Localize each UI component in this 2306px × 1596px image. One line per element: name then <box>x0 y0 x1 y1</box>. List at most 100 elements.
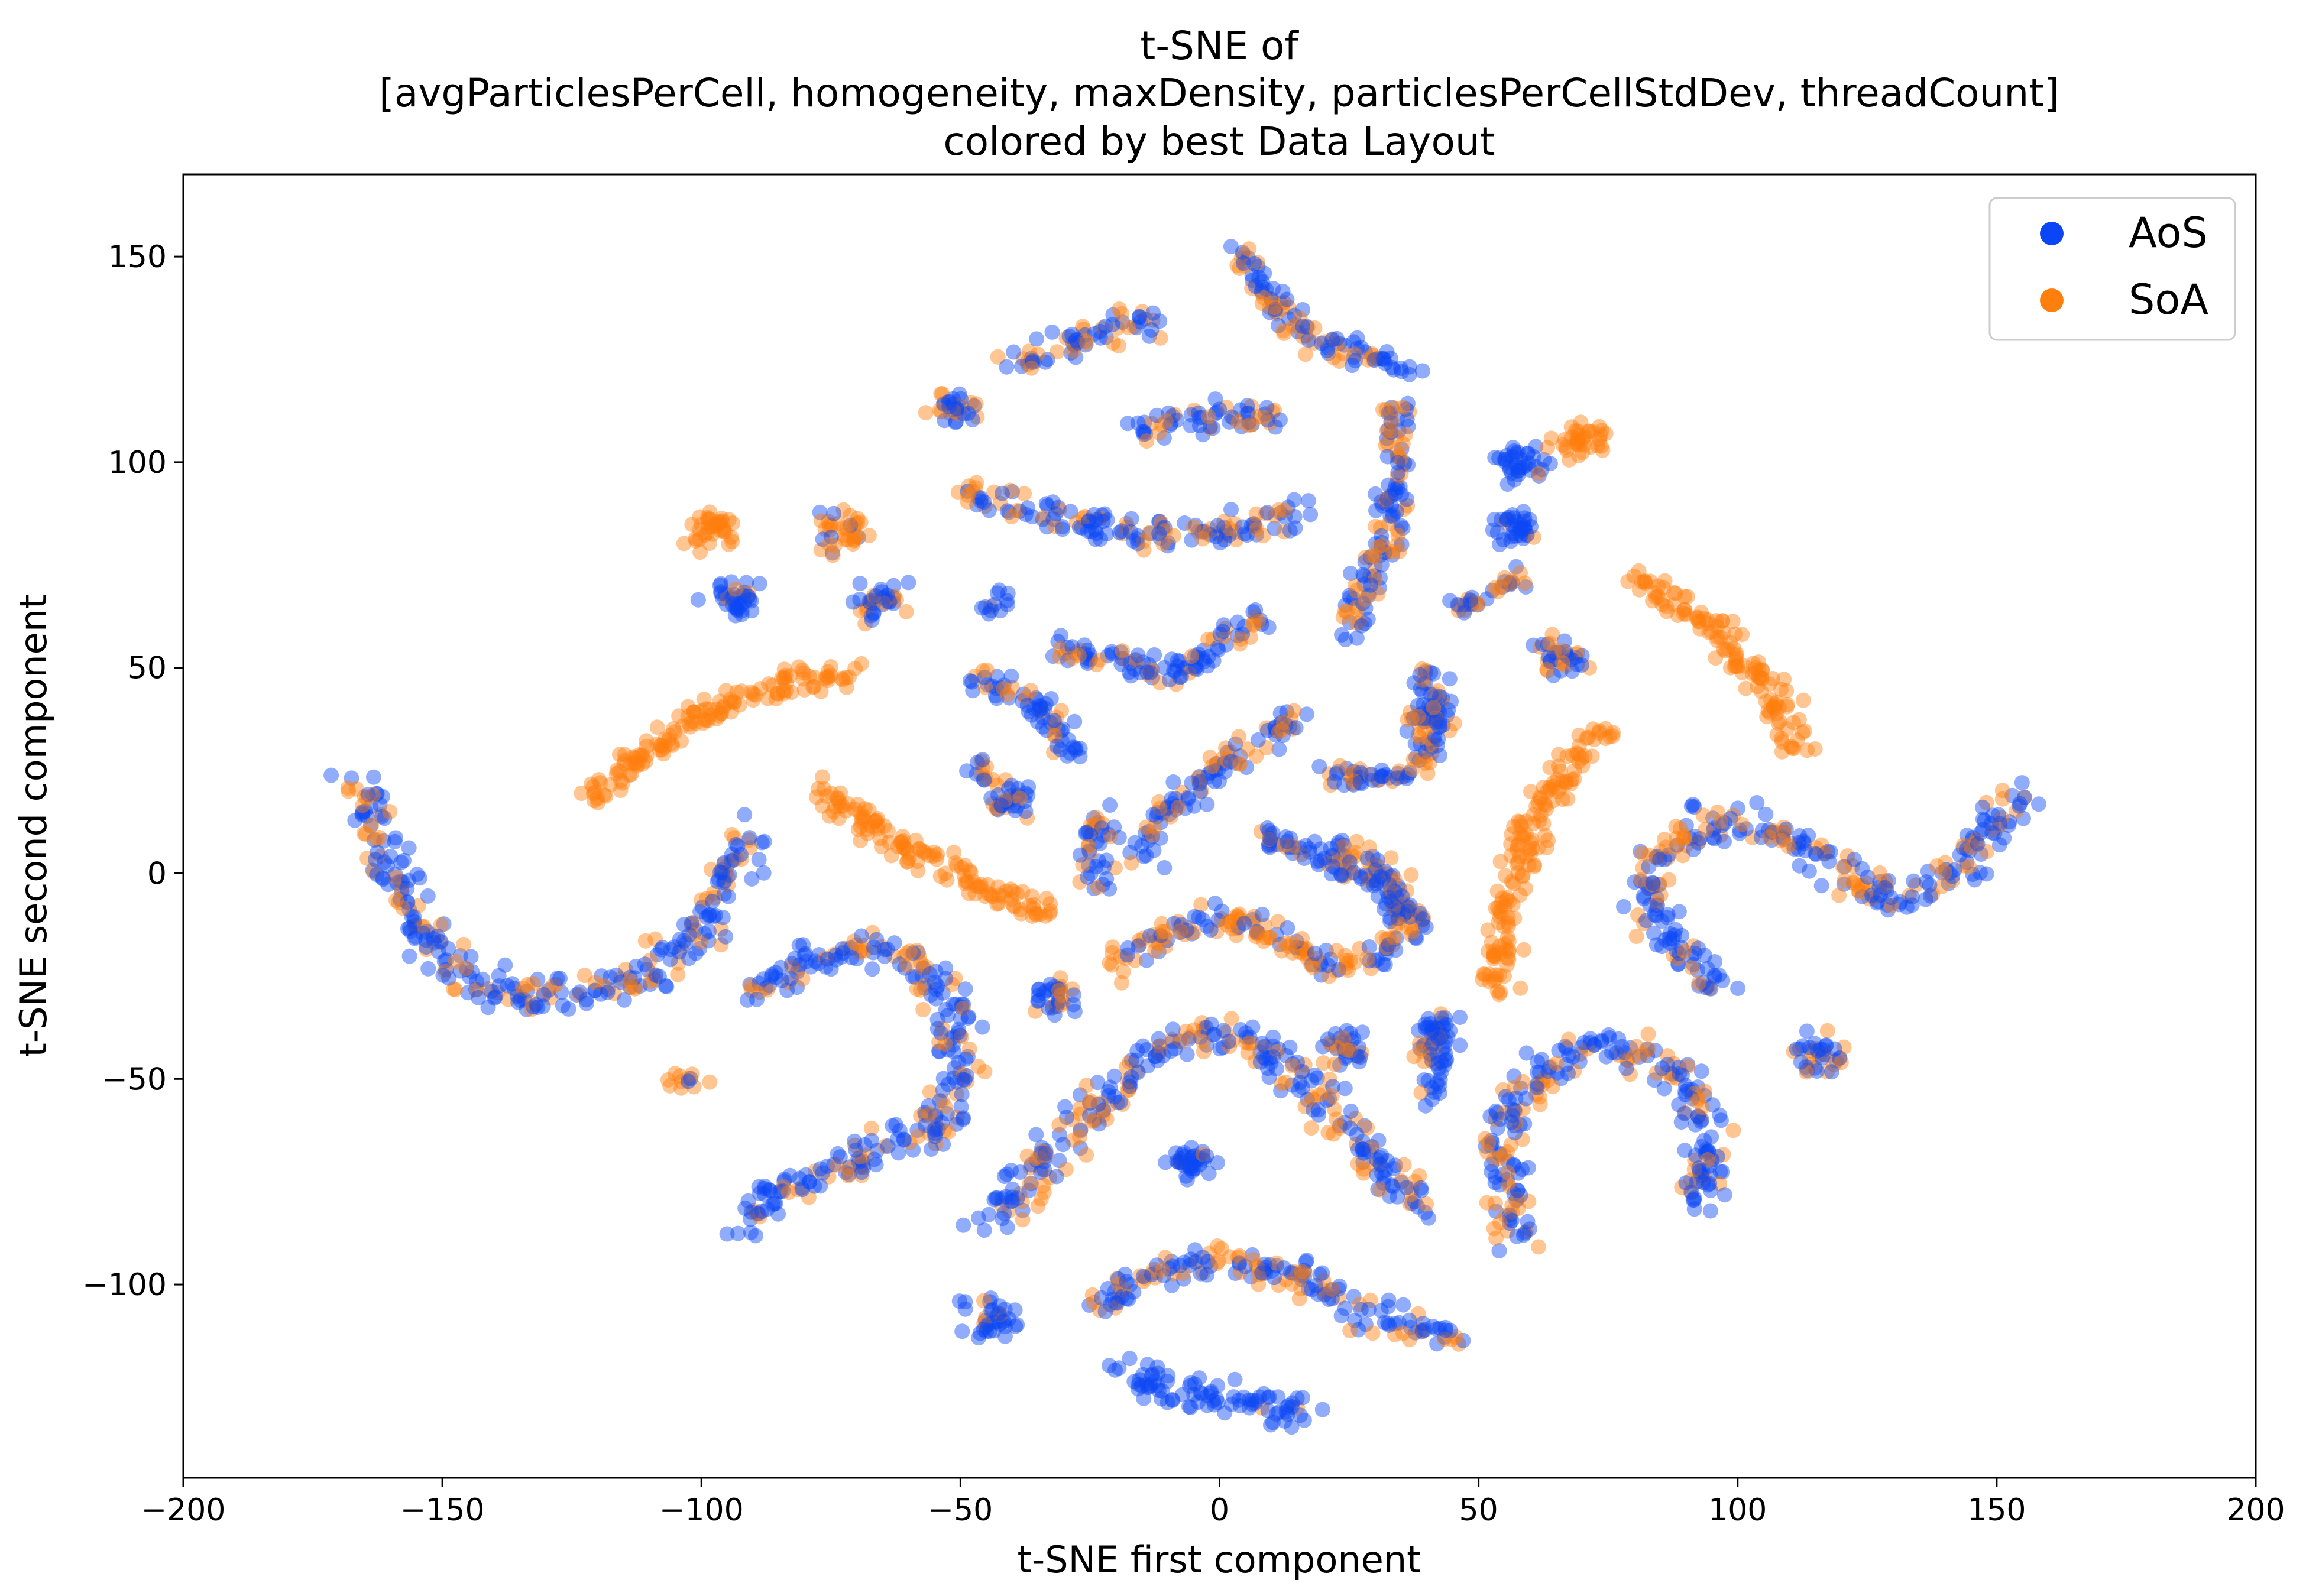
point-soa <box>967 886 983 902</box>
point-soa <box>814 769 830 785</box>
point-aos <box>655 940 671 955</box>
point-aos <box>877 942 893 958</box>
point-soa <box>1233 631 1249 647</box>
point-aos <box>1165 1021 1181 1037</box>
point-aos <box>469 974 485 990</box>
point-soa <box>1024 360 1039 376</box>
point-soa <box>702 1074 718 1090</box>
point-soa <box>1395 436 1411 452</box>
point-aos <box>1452 1037 1468 1053</box>
point-soa <box>542 990 558 1006</box>
point-soa <box>1795 692 1811 708</box>
point-aos <box>754 835 770 851</box>
point-soa <box>715 700 731 716</box>
point-soa <box>665 738 681 753</box>
point-soa <box>630 757 646 772</box>
point-aos <box>1507 472 1523 488</box>
point-aos <box>1097 1303 1113 1319</box>
point-aos <box>600 984 616 1000</box>
point-soa <box>1028 907 1044 923</box>
point-aos <box>708 907 723 923</box>
point-aos <box>962 673 978 689</box>
point-soa <box>357 789 373 805</box>
point-aos <box>549 971 565 987</box>
point-aos <box>826 505 842 521</box>
point-soa <box>639 733 655 749</box>
point-aos <box>1093 531 1108 547</box>
point-soa <box>911 841 927 857</box>
point-soa <box>1337 604 1353 619</box>
point-aos <box>773 959 789 975</box>
point-soa <box>1154 924 1170 940</box>
point-aos <box>681 951 697 966</box>
point-aos <box>616 992 632 1008</box>
point-soa <box>1416 1053 1432 1069</box>
point-soa <box>820 673 835 689</box>
legend-marker-aos <box>2040 222 2064 245</box>
point-soa <box>1042 906 1058 922</box>
point-soa <box>1078 1078 1094 1094</box>
point-aos <box>1172 669 1188 685</box>
point-aos <box>375 871 391 887</box>
point-aos <box>1139 664 1155 680</box>
point-aos <box>1183 1161 1199 1177</box>
point-soa <box>775 682 791 698</box>
point-soa <box>1531 1239 1547 1255</box>
point-aos <box>1696 1175 1712 1190</box>
point-aos <box>688 945 704 961</box>
point-aos <box>1491 450 1507 466</box>
point-aos <box>367 832 383 848</box>
point-aos <box>710 874 726 890</box>
point-soa <box>817 670 833 686</box>
point-aos <box>1304 1282 1320 1297</box>
point-aos <box>1186 798 1202 814</box>
point-soa <box>585 778 601 794</box>
point-soa <box>1016 486 1032 502</box>
point-aos <box>406 914 422 930</box>
point-aos <box>879 941 895 957</box>
point-soa <box>824 786 839 802</box>
point-aos <box>853 928 869 944</box>
point-soa <box>696 712 712 727</box>
point-soa <box>853 943 869 959</box>
point-aos <box>1992 816 2007 832</box>
x-tick-label: −200 <box>141 1493 226 1528</box>
point-soa <box>448 953 464 969</box>
point-aos <box>1217 1405 1233 1421</box>
point-aos <box>852 591 868 607</box>
point-soa <box>921 848 937 864</box>
point-aos <box>767 969 783 985</box>
point-soa <box>921 1105 937 1121</box>
point-soa <box>643 974 658 990</box>
point-soa <box>1286 703 1302 719</box>
point-soa <box>1418 1196 1434 1212</box>
point-soa <box>860 825 876 841</box>
point-soa <box>1003 509 1019 525</box>
point-soa <box>1114 306 1129 322</box>
point-aos <box>1395 1297 1411 1313</box>
point-aos <box>608 967 624 983</box>
point-soa <box>596 978 612 994</box>
point-soa <box>1403 867 1419 883</box>
point-aos <box>982 1323 997 1339</box>
point-soa <box>726 695 741 711</box>
point-soa <box>790 961 806 977</box>
point-aos <box>396 852 412 868</box>
point-aos <box>828 952 844 968</box>
point-aos <box>1813 878 1829 894</box>
point-soa <box>1561 1031 1577 1047</box>
point-aos <box>751 975 767 991</box>
point-soa <box>956 867 972 883</box>
point-soa <box>807 670 823 686</box>
point-soa <box>861 802 877 818</box>
point-aos <box>1918 891 1933 907</box>
point-aos <box>401 920 417 936</box>
point-soa <box>961 885 977 901</box>
point-aos <box>910 945 926 961</box>
point-soa <box>819 789 835 804</box>
point-aos <box>754 1204 770 1219</box>
point-soa <box>696 692 712 707</box>
point-soa <box>727 694 742 710</box>
point-soa <box>617 747 633 763</box>
point-soa <box>918 405 934 421</box>
